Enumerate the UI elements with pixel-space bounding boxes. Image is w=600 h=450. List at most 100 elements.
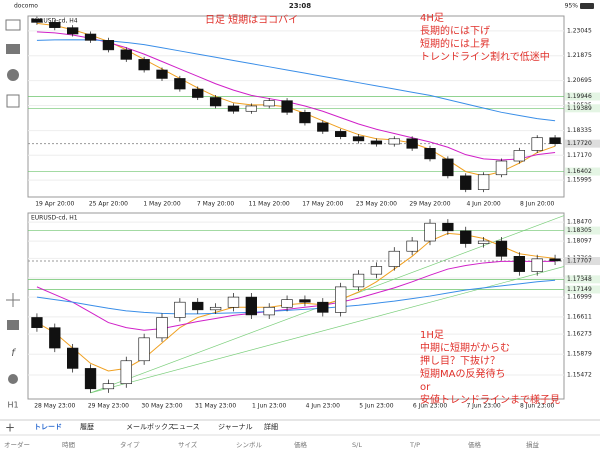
moving-average: [36, 39, 556, 122]
y-tick-label: 1.15472: [567, 371, 592, 378]
candle-body: [281, 100, 293, 113]
tool-icon[interactable]: [5, 19, 21, 31]
candle-body: [352, 273, 365, 288]
carrier: docomo: [14, 3, 38, 10]
candle-body: [138, 337, 150, 362]
level-tag: [565, 92, 600, 101]
annotation: 押し目？下抜け？: [420, 354, 500, 367]
column-header: サイズ: [178, 440, 198, 449]
column-header: 価格: [294, 440, 308, 449]
x-tick-label: 23 May 20:00: [356, 201, 397, 208]
candle-body: [495, 240, 508, 257]
x-tick-label: 7 May 20:00: [197, 201, 235, 208]
level-label: 1.19389: [567, 105, 592, 112]
candle-body: [156, 69, 168, 79]
candle-body: [281, 299, 293, 308]
candle-body: [442, 222, 454, 232]
y-tick-label: 1.16611: [567, 313, 592, 320]
candle-body: [388, 250, 400, 267]
x-tick-label: 8 Jun 23:00: [520, 403, 554, 410]
candle-body: [31, 18, 43, 23]
candle-body: [442, 158, 454, 177]
candle-body: [192, 88, 204, 98]
tab[interactable]: 履歴: [80, 423, 94, 431]
symbol-label: EURUSD-cd, H1: [31, 215, 78, 222]
battery-icon: [580, 3, 594, 9]
candle-body: [84, 33, 97, 41]
x-tick-label: 7 Jun 23:00: [466, 403, 500, 410]
candle-body: [245, 296, 257, 316]
level-label: 1.18305: [567, 227, 592, 234]
tool-icon[interactable]: [8, 374, 18, 384]
x-tick-label: 11 May 20:00: [249, 201, 290, 208]
candle-body: [263, 100, 275, 107]
tab[interactable]: トレード: [34, 423, 62, 431]
x-tick-label: 4 Jun 23:00: [306, 403, 340, 410]
x-tick-label: 6 Jun 23:00: [413, 403, 447, 410]
candle-body: [513, 150, 525, 162]
column-header: 時間: [62, 441, 75, 449]
x-tick-label: 8 Jun 20:00: [520, 201, 554, 208]
x-tick-label: 29 May 20:00: [409, 201, 450, 208]
level-label: 1.17348: [567, 276, 592, 283]
tab[interactable]: ジャーナル: [218, 423, 253, 431]
tab[interactable]: 詳細: [264, 422, 278, 431]
candle-body: [49, 22, 61, 28]
candle-body: [460, 175, 472, 190]
add-icon[interactable]: +: [5, 421, 15, 435]
annotation: 4H足: [420, 12, 444, 24]
current-price-label: 1.17707: [567, 258, 592, 265]
candle-body: [352, 136, 365, 142]
moving-average: [36, 279, 556, 315]
column-header: T/P: [409, 441, 420, 449]
tab[interactable]: ニュース: [172, 423, 200, 431]
candle-body: [299, 112, 311, 124]
candle-body: [192, 301, 204, 311]
x-tick-label: 29 May 23:00: [88, 403, 129, 410]
candle-body: [67, 347, 79, 369]
y-tick-label: 1.16999: [567, 294, 592, 301]
candle-body: [102, 383, 115, 390]
current-price-tag: [565, 257, 600, 266]
current-price-label: 1.17720: [567, 140, 592, 147]
candle-body: [406, 240, 418, 252]
candle-body: [477, 240, 490, 244]
moving-average: [36, 31, 556, 161]
level-label: 1.19946: [567, 93, 592, 100]
candle-body: [120, 360, 132, 385]
candle-body: [531, 137, 543, 151]
candle-body: [245, 105, 257, 112]
candle-body: [317, 301, 329, 313]
clock: 23:08: [289, 2, 311, 10]
column-header: オーダー: [4, 440, 30, 449]
candle-body: [49, 327, 61, 349]
level-tag: [565, 285, 600, 294]
y-tick-label: 1.21875: [567, 52, 592, 59]
x-tick-label: 5 Jun 23:00: [359, 403, 393, 410]
candle-body: [335, 286, 347, 313]
candle-body: [209, 306, 222, 311]
tool-label[interactable]: H1: [7, 401, 18, 410]
y-tick-label: 1.18470: [567, 219, 592, 226]
level-tag: [565, 167, 600, 176]
candle-body: [138, 59, 150, 71]
candle-body: [549, 258, 561, 262]
x-tick-label: 30 May 23:00: [141, 403, 182, 410]
chart-frame: [27, 212, 565, 400]
candle-body: [513, 256, 525, 272]
tab[interactable]: メールボックス: [126, 423, 175, 431]
moving-average: [36, 22, 556, 177]
tool-icon[interactable]: [6, 94, 20, 108]
tool-icon[interactable]: [7, 69, 19, 81]
level-tag: [565, 226, 600, 235]
tool-label[interactable]: f: [11, 348, 16, 359]
left-toolbar: f H1 +: [5, 19, 21, 435]
tool-icon[interactable]: [7, 320, 19, 330]
annotation: 中期に短期がからむ: [420, 341, 510, 354]
candle-body: [174, 78, 186, 90]
symbol-label: EURUSD-cd, H4: [31, 18, 78, 25]
candle-body: [317, 122, 329, 132]
annotation: or: [420, 382, 431, 393]
level-label: 1.17149: [567, 286, 592, 293]
tool-icon[interactable]: [6, 44, 20, 54]
